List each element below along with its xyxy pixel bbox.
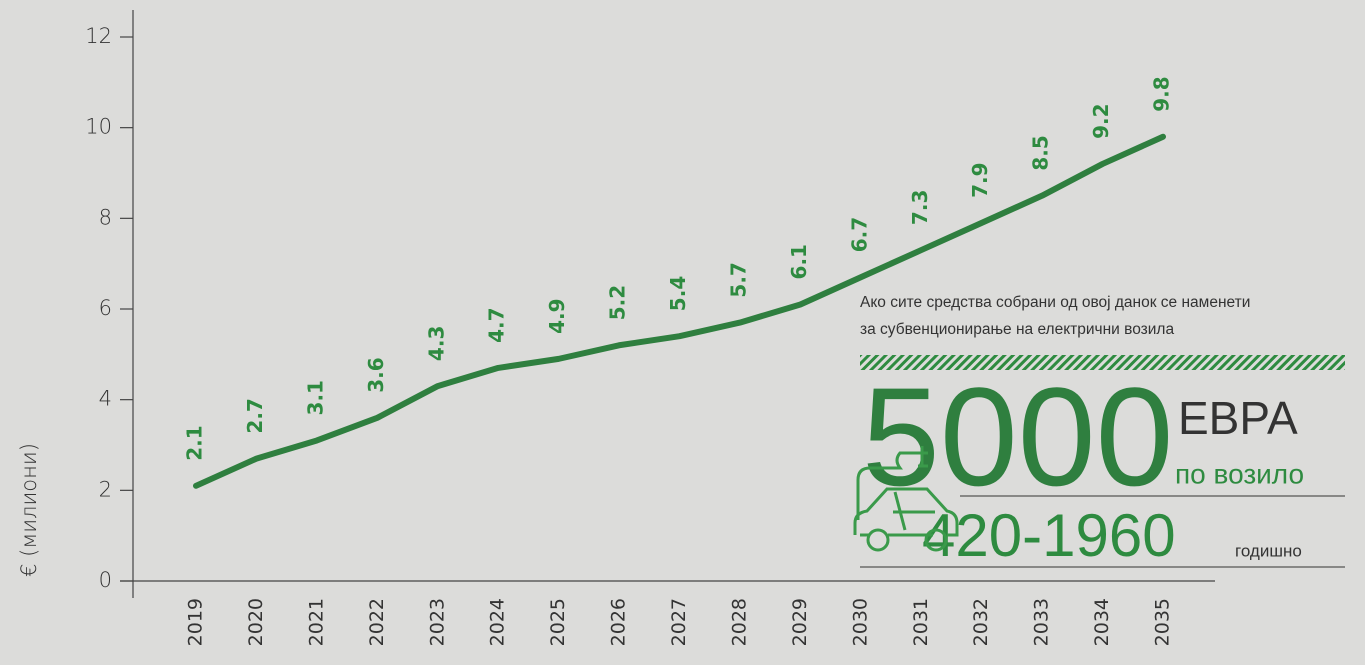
y-tick-label: 12	[85, 24, 112, 48]
data-label: 9.2	[1089, 103, 1113, 138]
y-tick-label: 2	[99, 477, 112, 501]
range: 420-1960	[922, 502, 1176, 569]
x-tick-label: 2030	[849, 598, 871, 646]
annotation-text: за субвенционирање на електрични возила	[860, 321, 1174, 338]
line	[193, 133, 1166, 489]
data-label: 7.9	[968, 162, 992, 197]
per-vehicle: по возило	[1175, 458, 1304, 489]
hatch-band	[860, 355, 1345, 370]
amount: 5000	[862, 358, 1173, 515]
x-tick-label: 2029	[789, 598, 811, 646]
y-tick-label: 10	[85, 115, 112, 139]
x-tick-label: 2021	[305, 598, 327, 646]
car-icon	[853, 446, 959, 552]
data-label: 4.9	[545, 298, 569, 333]
x-tick-label: 2027	[668, 598, 690, 646]
data-label: 8.5	[1029, 135, 1053, 170]
currency: ЕВРА	[1178, 392, 1298, 444]
data-label: 5.4	[666, 276, 690, 311]
data-label: 5.2	[606, 285, 630, 320]
annotation-text: Ако сите средства собрани од овој данок …	[860, 294, 1250, 311]
x-tick-label: 2019	[185, 598, 207, 646]
data-label: 3.6	[364, 357, 388, 392]
data-label: 6.1	[787, 244, 811, 279]
x-tick-label: 2033	[1031, 598, 1053, 646]
data-label: 2.1	[183, 425, 207, 460]
x-tick-label: 2022	[366, 598, 388, 646]
x-tick-label: 2025	[547, 598, 569, 646]
x-tick-label: 2034	[1091, 598, 1113, 646]
data-label: 5.7	[726, 262, 750, 297]
x-tick-label: 2035	[1152, 598, 1174, 646]
range-unit: годишно	[1235, 541, 1302, 560]
y-tick-label: 4	[99, 387, 112, 411]
x-tick-label: 2026	[608, 598, 630, 646]
x-tick-label: 2031	[910, 598, 932, 646]
y-tick-label: 6	[99, 296, 112, 320]
data-label: 4.3	[424, 326, 448, 361]
y-tick-label: 8	[99, 205, 112, 229]
data-label: 9.8	[1150, 76, 1174, 111]
data-label: 7.3	[908, 190, 932, 225]
x-tick-label: 2023	[426, 598, 448, 646]
x-tick-label: 2020	[245, 598, 267, 646]
y-axis-label: € (милиони)	[17, 443, 41, 577]
x-tick-label: 2032	[970, 598, 992, 646]
x-tick-label: 2028	[728, 598, 750, 646]
data-label: 3.1	[303, 380, 327, 415]
y-tick-label: 0	[99, 568, 112, 592]
data-label: 2.7	[243, 398, 267, 433]
x-tick-label: 2024	[487, 598, 509, 646]
data-label: 4.7	[485, 307, 509, 342]
data-label: 6.7	[847, 217, 871, 252]
